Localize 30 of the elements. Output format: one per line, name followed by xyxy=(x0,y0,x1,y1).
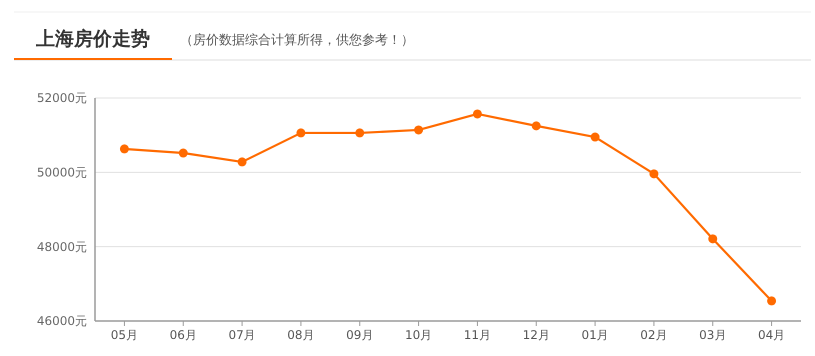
x-tick-label: 07月 xyxy=(228,328,256,342)
point xyxy=(590,132,600,142)
y-tick-label: 48000元 xyxy=(36,240,87,254)
x-tick-label: 11月 xyxy=(464,328,492,342)
y-tick-label: 46000元 xyxy=(36,314,87,328)
point xyxy=(414,125,424,134)
x-tick-label: 08月 xyxy=(287,328,315,342)
x-tick-label: 12月 xyxy=(522,328,550,342)
point xyxy=(238,157,247,166)
point xyxy=(649,169,658,178)
point xyxy=(708,234,718,244)
x-tick-label: 06月 xyxy=(170,328,197,342)
point xyxy=(532,121,541,130)
chart-title: 上海房价走势 xyxy=(35,28,150,50)
point xyxy=(296,128,306,138)
x-tick-label: 05月 xyxy=(110,328,138,342)
point xyxy=(120,144,129,154)
x-tick-label: 04月 xyxy=(758,328,786,342)
point xyxy=(178,148,188,158)
x-tick-label: 10月 xyxy=(404,328,432,342)
point xyxy=(472,109,482,118)
y-tick-label: 50000元 xyxy=(36,166,87,180)
x-tick-label: 01月 xyxy=(581,328,609,342)
y-tick-label: 52000元 xyxy=(36,91,87,106)
x-tick-label: 02月 xyxy=(640,328,668,342)
point xyxy=(767,296,776,306)
x-tick-label: 09月 xyxy=(346,328,374,342)
chart-subtitle: （房价数据综合计算所得，供您参考！） xyxy=(180,32,414,48)
x-tick-label: 03月 xyxy=(699,328,726,342)
point xyxy=(355,128,364,138)
